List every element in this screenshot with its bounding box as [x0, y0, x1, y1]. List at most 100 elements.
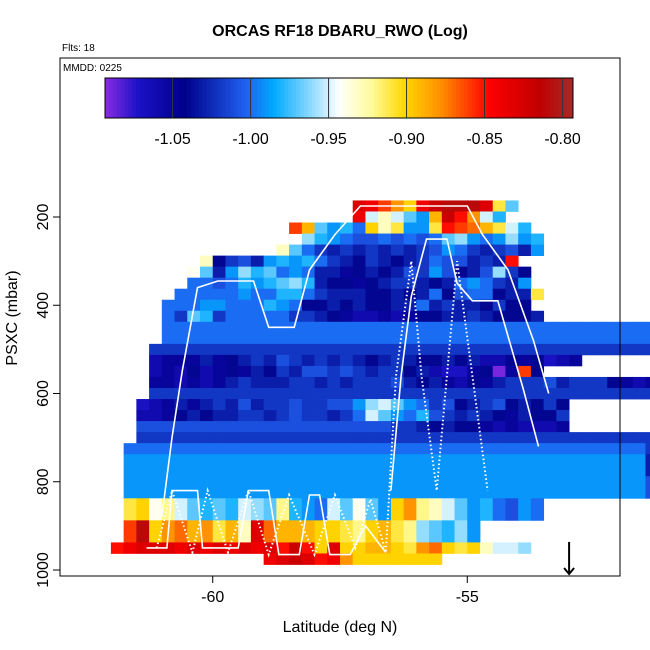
colorbar-tick-label: -1.05	[154, 131, 191, 148]
heatmap-cell	[276, 343, 290, 356]
colorbar-tick-labels: -1.05 -1.00 -0.95 -0.90 -0.85 -0.80	[154, 131, 581, 148]
heatmap-cell	[238, 299, 252, 312]
heatmap-cell	[403, 277, 417, 290]
y-tick-label: 800	[35, 468, 52, 495]
heatmap-cell	[454, 399, 468, 411]
heatmap-cell	[594, 321, 608, 334]
heatmap-cell	[505, 509, 519, 521]
heatmap-cell	[174, 454, 188, 466]
heatmap-cell	[518, 454, 532, 466]
heatmap-cell	[556, 321, 570, 334]
heatmap-cell	[136, 421, 150, 433]
heatmap-cell	[276, 476, 290, 488]
heatmap-cell	[340, 299, 354, 312]
heatmap-cell	[581, 465, 595, 477]
colorbar-segment	[534, 78, 539, 118]
heatmap-cell	[187, 354, 201, 367]
heatmap-cell	[556, 487, 570, 499]
heatmap-cell	[454, 542, 468, 554]
heatmap-cell	[263, 421, 277, 433]
heatmap-cell	[365, 476, 379, 488]
heatmap-cell	[492, 211, 506, 223]
colorbar-segment	[487, 78, 492, 118]
heatmap-cell	[429, 520, 443, 532]
heatmap-cell	[378, 332, 392, 345]
heatmap-cell	[212, 498, 226, 510]
heatmap-cell	[174, 465, 188, 477]
heatmap-cell	[378, 266, 392, 279]
heatmap-cell	[645, 476, 650, 488]
heatmap-cell	[161, 332, 175, 345]
heatmap-cell	[187, 376, 201, 389]
heatmap-cell	[136, 399, 150, 411]
heatmap-cell	[289, 387, 303, 400]
heatmap-cell	[441, 266, 455, 279]
heatmap-cell	[225, 520, 239, 532]
heatmap-cell	[480, 387, 494, 400]
heatmap-cell	[238, 376, 252, 389]
heatmap-cell	[492, 354, 506, 367]
heatmap-cell	[645, 454, 650, 466]
heatmap-cell	[238, 277, 252, 290]
heatmap-cell	[530, 443, 545, 455]
heatmap-cell	[581, 332, 595, 345]
heatmap-cell	[149, 354, 163, 367]
heatmap-cell	[110, 542, 125, 554]
heatmap-cell	[212, 332, 226, 345]
colorbar-segment	[385, 78, 391, 118]
colorbar-segment	[222, 78, 227, 118]
heatmap-cell	[225, 509, 239, 521]
heatmap-cell	[289, 222, 303, 234]
heatmap-cell	[403, 531, 417, 543]
heatmap-cell	[161, 421, 175, 433]
heatmap-cell	[187, 509, 201, 521]
heatmap-cell	[238, 421, 252, 433]
heatmap-cell	[276, 421, 290, 433]
heatmap-cell	[378, 498, 392, 510]
heatmap-cell	[365, 509, 379, 521]
heatmap-cell	[569, 454, 583, 466]
heatmap-cell	[352, 387, 366, 400]
heatmap-cell	[441, 476, 455, 488]
heatmap-cell	[645, 343, 650, 356]
heatmap-cell	[301, 288, 315, 301]
colorbar-segment	[315, 78, 320, 118]
colorbar-segment	[510, 78, 515, 118]
heatmap-cell	[518, 421, 532, 433]
heatmap-cell	[174, 520, 188, 532]
heatmap-cell	[492, 465, 506, 477]
heatmap-cell	[467, 454, 481, 466]
heatmap-cell	[416, 410, 430, 422]
heatmap-cell	[429, 476, 443, 488]
heatmap-cell	[200, 421, 214, 433]
heatmap-cell	[556, 343, 570, 356]
heatmap-cell	[314, 321, 328, 334]
heatmap-cell	[352, 421, 366, 433]
heatmap-cell	[569, 487, 583, 499]
heatmap-cell	[518, 365, 532, 378]
heatmap-cell	[518, 343, 532, 356]
heatmap-cell	[543, 376, 557, 389]
heatmap-cell	[416, 365, 430, 378]
heatmap-cell	[556, 399, 570, 411]
heatmap-cell	[301, 509, 315, 521]
heatmap-cell	[161, 365, 175, 378]
heatmap-cell	[378, 288, 392, 301]
heatmap-cell	[161, 509, 175, 521]
heatmap-cell	[250, 299, 265, 312]
heatmap-cell	[556, 332, 570, 345]
colorbar-segment	[378, 78, 383, 118]
heatmap-cell	[416, 520, 430, 532]
heatmap-cell	[632, 432, 646, 444]
heatmap-cell	[352, 432, 366, 444]
heatmap-cell	[212, 399, 226, 411]
heatmap-cell	[174, 399, 188, 411]
heatmap-cell	[441, 222, 455, 234]
heatmap-cell	[429, 432, 443, 444]
heatmap-cell	[378, 531, 392, 543]
heatmap-cell	[289, 299, 303, 312]
heatmap-cell	[543, 343, 557, 356]
heatmap-cell	[403, 343, 417, 356]
heatmap-cell	[632, 332, 646, 345]
heatmap-cell	[276, 553, 290, 565]
